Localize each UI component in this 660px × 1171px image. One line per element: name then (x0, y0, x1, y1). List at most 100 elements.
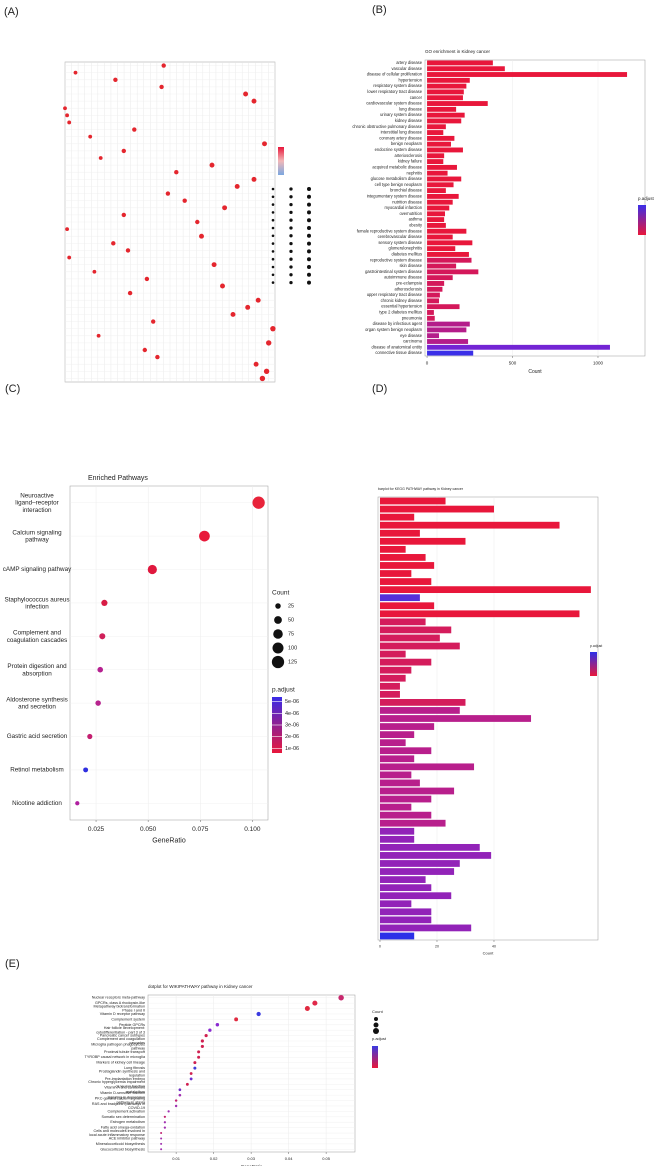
size-legend-dot (307, 226, 311, 230)
panel-label: (C) (5, 383, 20, 395)
size-legend-dot (289, 195, 293, 199)
y-tick-label: eye disease (400, 333, 423, 338)
dot (215, 1023, 220, 1027)
bar (379, 666, 412, 674)
dot (245, 304, 251, 310)
bar (427, 257, 472, 263)
y-tick-label: nutrition disease (392, 199, 423, 204)
dot (195, 219, 200, 225)
y-tick-label: cAMP signaling pathway (3, 566, 72, 573)
y-tick-label: cell type benign neoplasm (375, 182, 423, 187)
dot (87, 733, 93, 740)
y-tick-label: disease by infectious agent (373, 321, 423, 326)
y-tick-label: glomerulonephritis (389, 246, 422, 251)
bar (427, 304, 460, 310)
bar (427, 124, 446, 130)
y-tick-label: carcinoma (403, 339, 423, 344)
dot (253, 361, 259, 367)
y-tick-label: essential hypertension (381, 304, 422, 309)
size-legend-dot (289, 249, 293, 254)
colorbar (590, 652, 597, 676)
dot (252, 496, 265, 509)
dot (95, 700, 101, 706)
bar (427, 217, 445, 223)
bar (427, 327, 467, 333)
dot (204, 1034, 208, 1038)
dot (255, 297, 261, 303)
dot (88, 134, 93, 139)
y-tick-label: Nuclear receptors meta-pathway (92, 996, 145, 1000)
bar (427, 182, 454, 188)
dot (121, 212, 127, 218)
x-tick-label: 0 (426, 361, 429, 366)
bar (379, 827, 415, 835)
bar (427, 66, 505, 72)
dot (73, 70, 78, 75)
y-tick-label: Cells and molecules involved in local acu… (89, 1129, 145, 1137)
size-legend-label: 100 (288, 645, 297, 651)
bar (379, 795, 432, 803)
panel-label: (E) (5, 958, 20, 970)
colorbar (638, 205, 646, 235)
y-tick-label: organ system benign neoplasm (365, 327, 422, 332)
dot (262, 141, 267, 147)
panel-label: (B) (372, 4, 387, 16)
y-tick-label: Complement system (111, 1017, 145, 1021)
y-tick-label: pneumonia (402, 315, 423, 320)
size-legend-dot (289, 226, 293, 230)
dot (197, 1050, 201, 1054)
y-tick-label: hypertension (399, 77, 423, 82)
dot (163, 1121, 166, 1124)
dot (127, 290, 133, 296)
x-tick-label: 20 (435, 944, 439, 948)
dot (96, 333, 101, 338)
colorbar-label: 2e-06 (285, 734, 299, 740)
bar (379, 513, 415, 521)
bar (427, 135, 455, 141)
dot (193, 1066, 197, 1070)
bar (379, 755, 415, 763)
y-tick-label: integumentary system disease (367, 193, 423, 198)
legend-title: p.adjust (272, 687, 295, 694)
dot (160, 1148, 163, 1151)
bar (427, 89, 464, 95)
dot (208, 1028, 212, 1032)
y-tick-label: interstitial lung disease (381, 130, 423, 135)
bar (379, 497, 446, 505)
bar (379, 674, 406, 682)
panel-label: (D) (372, 383, 387, 395)
bar (379, 642, 460, 650)
x-tick-label: 0.05 (322, 1156, 331, 1161)
bar (427, 211, 445, 217)
size-legend-dot (289, 280, 293, 285)
bar (427, 344, 610, 350)
y-tick-label: respiratory system disease (373, 83, 422, 88)
dot (243, 91, 249, 97)
legend-title: Count (272, 590, 290, 597)
legend-title: Count (372, 1009, 384, 1014)
bar (379, 562, 435, 569)
chart-title: GO enrichment in Kidney cancer (425, 49, 491, 54)
dot (259, 375, 266, 382)
bar (427, 170, 448, 176)
y-tick-label: diabetes mellitus (392, 252, 423, 257)
y-tick-label: cerebrovascular disease (378, 234, 423, 239)
dot (125, 248, 131, 253)
dot (92, 269, 97, 274)
y-tick-label: TYROBP causal network in microglia (85, 1055, 146, 1059)
x-axis-title: GeneRatio (152, 837, 186, 844)
size-legend-label: 25 (288, 603, 294, 609)
dot (270, 325, 276, 332)
size-legend-dot (271, 257, 275, 261)
bar (379, 658, 432, 666)
bar (379, 779, 420, 787)
dot (132, 127, 137, 132)
bar (427, 281, 445, 286)
y-tick-label: Complement activation (107, 1109, 145, 1113)
y-tick-label: Pancreatic cancer subtypes (100, 1034, 145, 1038)
x-tick-label: 0 (379, 944, 381, 948)
y-tick-label: vascular disease (392, 66, 423, 71)
dot (200, 1044, 204, 1049)
size-legend-label: 75 (288, 631, 294, 637)
